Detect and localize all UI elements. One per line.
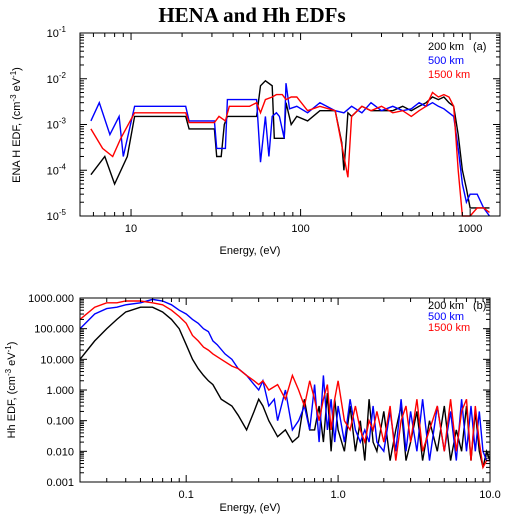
panel-b-ticks: 0.1 1.0 10.0 0.001 0.010 0.100 1.000 10.000 100.…: [28, 293, 501, 501]
panel-b-ytick-label: 0.010: [46, 446, 74, 458]
panel-b-ytick-label: 1000.000: [28, 293, 74, 305]
panel-a-legend-200-km: 200 km: [428, 41, 464, 53]
panel-b-xtick-label: 0.1: [179, 489, 194, 501]
panel-a-ytick-label: 10-2: [47, 71, 67, 86]
panel-b-ytick-label: 10.000: [40, 354, 74, 366]
panel-a-xtick-label: 1000: [458, 223, 482, 235]
panel-a-xtick-label: 10: [125, 223, 137, 235]
panel-b-xtick-label: 10.0: [479, 489, 500, 501]
panel-b-ylabel-end: ): [6, 342, 18, 346]
panel-b-series-1500-km: [79, 300, 490, 470]
panel-a-chart: 10 100 1000 10-5 10-4 10-3 10-2 10-1 Energy, (e…: [9, 25, 501, 257]
panel-a-label: (a): [473, 41, 486, 53]
panel-b-ylabel-sup1: -3: [4, 368, 13, 376]
panel-b-legend-1500-km: 1500 km: [428, 322, 470, 334]
panel-a-ylabel-end: ): [11, 67, 23, 71]
panel-a-legend-500-km: 500 km: [428, 55, 464, 67]
panel-b-ytick-label: 0.100: [46, 416, 74, 428]
figure-title: HENA and Hh EDFs: [158, 3, 345, 27]
panel-a-xtick-label: 100: [291, 223, 309, 235]
panel-a-series: [90, 79, 491, 217]
panel-b-chart: 0.1 1.0 10.0 0.001 0.010 0.100 1.000 10.000 100.…: [4, 293, 501, 514]
panel-a-legend: 200 km 500 km 1500 km: [428, 41, 470, 81]
panel-a-ytick-label: 10-4: [47, 162, 67, 177]
panel-b-ylabel: Hh EDF, (cm-3 eV-1): [4, 342, 18, 439]
panel-b-ytick-label: 100.000: [34, 324, 74, 336]
panel-b-legend-200-km: 200 km: [428, 300, 464, 312]
panel-b-ytick-label: 1.000: [46, 385, 74, 397]
panel-a-ytick-label: 10-1: [47, 25, 67, 40]
panel-b-legend-500-km: 500 km: [428, 311, 464, 323]
panel-a-ylabel: ENA H EDF, (cm-3 eV-1): [9, 67, 23, 183]
panel-b-ylabel-sup2: -1: [4, 345, 13, 353]
panel-a-ylabel-main: ENA H EDF, (cm: [11, 102, 23, 183]
panel-b-series-200-km: [79, 306, 491, 468]
panel-b-label: (b): [473, 300, 486, 312]
panel-a-ylabel-mid: eV: [11, 77, 23, 94]
panel-a-ylabel-sup2: -1: [9, 70, 18, 78]
panel-a-ytick-label: 10-3: [47, 117, 67, 132]
panel-b-xtick-label: 1.0: [330, 489, 345, 501]
panel-b-series: [79, 298, 491, 470]
panel-a-ticks: 10 100 1000 10-5 10-4 10-3 10-2 10-1: [47, 25, 500, 235]
panel-a-series-500-km: [90, 83, 491, 217]
panel-b-ylabel-mid: eV: [6, 352, 18, 369]
panel-a-legend-1500-km: 1500 km: [428, 69, 470, 81]
panel-a-ytick-label: 10-5: [47, 208, 67, 223]
panel-b-xlabel: Energy, (eV): [220, 502, 281, 514]
panel-a-ylabel-sup1: -3: [9, 94, 18, 102]
panel-b-ylabel-main: Hh EDF, (cm: [6, 376, 18, 438]
panel-b-ytick-label: 0.001: [46, 477, 74, 489]
panel-a-xlabel: Energy, (eV): [220, 245, 281, 257]
panel-a-series-1500-km: [90, 91, 490, 217]
